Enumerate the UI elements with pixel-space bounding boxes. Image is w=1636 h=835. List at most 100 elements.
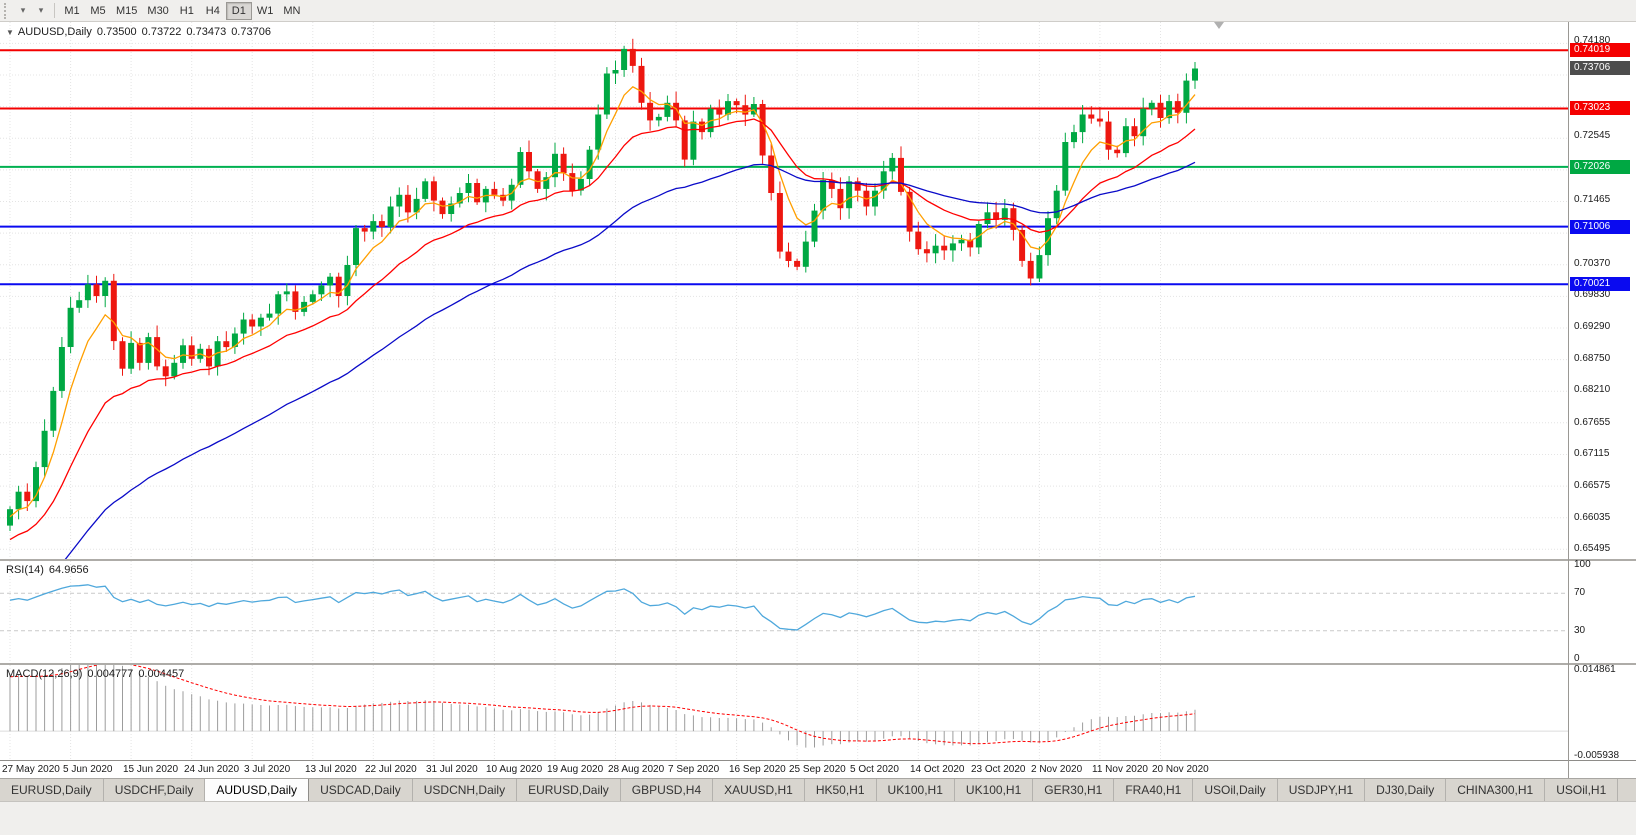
timeframe-toolbar: ▾ ▾ M1 M5 M15 M30 H1 H4 D1 W1 MN <box>0 0 1636 22</box>
timeframe-button-mn[interactable]: MN <box>283 4 301 17</box>
chart-tab-usoil-h1[interactable]: USOil,H1 <box>1545 779 1619 801</box>
chart-tab-usdjpy-h1[interactable]: USDJPY,H1 <box>1277 779 1366 801</box>
moving-average-line-18 <box>9 118 1196 541</box>
date-label: 25 Sep 2020 <box>789 764 846 775</box>
timeframe-button-m15[interactable]: M15 <box>116 4 138 17</box>
price-label: 0.65495 <box>1574 543 1611 554</box>
date-label: 2 Nov 2020 <box>1031 764 1083 775</box>
date-label: 16 Sep 2020 <box>729 764 786 775</box>
rsi-label: RSI(14) 64.9656 <box>6 564 94 576</box>
toolbar-grip[interactable] <box>4 2 10 19</box>
grid-layer <box>0 561 1568 663</box>
moving-average-line-6 <box>9 86 1196 518</box>
date-label: 13 Jul 2020 <box>305 764 357 775</box>
rsi-indicator-panel[interactable]: RSI(14) 64.9656 <box>0 561 1568 663</box>
chart-tab-gbpusd-h4[interactable]: GBPUSD,H4 <box>620 779 714 801</box>
chart-symbol-label: AUDUSD,Daily <box>17 26 92 38</box>
ohlc-low-value: 0.73473 <box>186 26 227 38</box>
price-badge: 0.73023 <box>1570 101 1630 115</box>
date-label: 24 Jun 2020 <box>184 764 240 775</box>
chart-tab-usdcnh-daily[interactable]: USDCNH,Daily <box>412 779 518 801</box>
rsi-canvas[interactable] <box>0 561 1568 663</box>
grid-layer <box>0 22 1568 559</box>
date-label: 10 Aug 2020 <box>486 764 543 775</box>
chart-tab-china300-h1[interactable]: CHINA300,H1 <box>1446 779 1546 801</box>
price-badge: 0.72026 <box>1570 160 1630 174</box>
period-dropdown-icon[interactable]: ▾ <box>38 5 44 15</box>
chart-tab-usoil-daily[interactable]: USOil,Daily <box>1193 779 1278 801</box>
chart-area: ▼ AUDUSD,Daily 0.73500 0.73722 0.73473 0.7370… <box>0 22 1636 778</box>
timeframe-buttons: M1 M5 M15 M30 H1 H4 D1 W1 MN <box>59 1 305 20</box>
price-label: 0.69290 <box>1574 321 1611 332</box>
panel-divider[interactable] <box>0 663 1636 665</box>
price-label: 0.67655 <box>1574 417 1611 428</box>
chart-tab-uk100-h1[interactable]: UK100,H1 <box>876 779 955 801</box>
rsi-axis-label: 70 <box>1574 587 1586 598</box>
ohlc-close-value: 0.73706 <box>231 26 271 38</box>
chart-tab-usdcad-daily[interactable]: USDCAD,Daily <box>309 779 413 801</box>
status-strip <box>0 801 1636 835</box>
date-label: 7 Sep 2020 <box>668 764 720 775</box>
price-axis[interactable]: 0.74180 0.72545 0.71465 0.70370 0.69830 0.692… <box>1568 22 1636 778</box>
macd-axis-label: -0.005938 <box>1574 750 1620 761</box>
chart-tab-uk100-h1[interactable]: UK100,H1 <box>954 779 1034 801</box>
timeframe-button-h4[interactable]: H4 <box>205 4 220 17</box>
chart-tab-bar: EURUSD,Daily USDCHF,Daily AUDUSD,Daily USDC… <box>0 778 1636 801</box>
ohlc-high-value: 0.73722 <box>141 26 182 38</box>
rsi-axis-label: 30 <box>1574 625 1586 636</box>
macd-label: MACD(12,26,9) 0.004777 0.004457 <box>6 668 189 680</box>
price-label: 0.74180 <box>1574 35 1611 46</box>
price-label: 0.67115 <box>1574 448 1610 459</box>
price-chart-canvas[interactable] <box>0 22 1568 559</box>
date-label: 5 Oct 2020 <box>850 764 899 775</box>
price-label: 0.70370 <box>1574 258 1611 269</box>
macd-canvas[interactable] <box>0 665 1568 760</box>
timeframe-button-d1[interactable]: D1 <box>225 1 252 20</box>
timeframe-button-m30[interactable]: M30 <box>147 4 169 17</box>
date-label: 3 Jul 2020 <box>244 764 291 775</box>
chart-shift-marker-icon[interactable] <box>1214 22 1224 29</box>
macd-indicator-panel[interactable]: MACD(12,26,9) 0.004777 0.004457 <box>0 665 1568 760</box>
date-label: 14 Oct 2020 <box>910 764 965 775</box>
chart-menu-arrow-icon[interactable]: ▼ <box>6 28 14 37</box>
date-label: 15 Jun 2020 <box>123 764 179 775</box>
date-label: 31 Jul 2020 <box>426 764 478 775</box>
chart-tab-usdchf-daily[interactable]: USDCHF,Daily <box>103 779 206 801</box>
price-label: 0.71465 <box>1574 194 1611 205</box>
price-label: 0.66035 <box>1574 512 1611 523</box>
moving-average-line-45 <box>64 161 1196 559</box>
rsi-name: RSI(14) <box>6 564 44 576</box>
chart-tab-eurusd-daily[interactable]: EURUSD,Daily <box>517 779 621 801</box>
time-axis[interactable]: 27 May 2020 5 Jun 2020 15 Jun 2020 24 Jun 2… <box>0 761 1636 778</box>
timeframe-button-w1[interactable]: W1 <box>256 4 274 17</box>
date-label: 11 Nov 2020 <box>1092 764 1148 775</box>
chart-tab-dj30-daily[interactable]: DJ30,Daily <box>1365 779 1447 801</box>
chart-title: ▼ AUDUSD,Daily 0.73500 0.73722 0.73473 0.7370… <box>6 26 276 38</box>
chart-tab-xauusd-h1[interactable]: XAUUSD,H1 <box>713 779 805 801</box>
chart-tab-eurusd-daily[interactable]: EURUSD,Daily <box>0 779 104 801</box>
price-label: 0.68750 <box>1574 353 1611 364</box>
date-label: 22 Jul 2020 <box>365 764 417 775</box>
rsi-line <box>9 584 1196 631</box>
rsi-value: 64.9656 <box>48 564 89 576</box>
price-label: 0.69830 <box>1574 289 1611 300</box>
panel-divider[interactable] <box>0 559 1636 561</box>
chart-dropdown-icon[interactable]: ▾ <box>20 5 26 15</box>
chart-tab-ger30-h1[interactable]: GER30,H1 <box>1033 779 1115 801</box>
price-chart-panel[interactable]: ▼ AUDUSD,Daily 0.73500 0.73722 0.73473 0.7370… <box>0 22 1568 559</box>
level-lines-layer[interactable] <box>0 49 1568 286</box>
chart-tab-hk50-h1[interactable]: HK50,H1 <box>804 779 877 801</box>
price-label: 0.72545 <box>1574 130 1611 141</box>
macd-signal-value: 0.004457 <box>138 668 185 680</box>
date-label: 27 May 2020 <box>2 764 60 775</box>
price-badge: 0.70021 <box>1570 277 1630 291</box>
timeframe-button-m5[interactable]: M5 <box>90 4 106 17</box>
timeframe-button-h1[interactable]: H1 <box>179 4 194 17</box>
macd-name: MACD(12,26,9) <box>6 668 83 680</box>
date-label: 28 Aug 2020 <box>608 764 665 775</box>
chart-tab-fra40-h1[interactable]: FRA40,H1 <box>1114 779 1194 801</box>
timeframe-button-m1[interactable]: M1 <box>64 4 80 17</box>
price-badge: 0.71006 <box>1570 220 1630 234</box>
chart-tab-audusd-daily[interactable]: AUDUSD,Daily <box>205 779 310 801</box>
panel-divider <box>0 760 1636 761</box>
